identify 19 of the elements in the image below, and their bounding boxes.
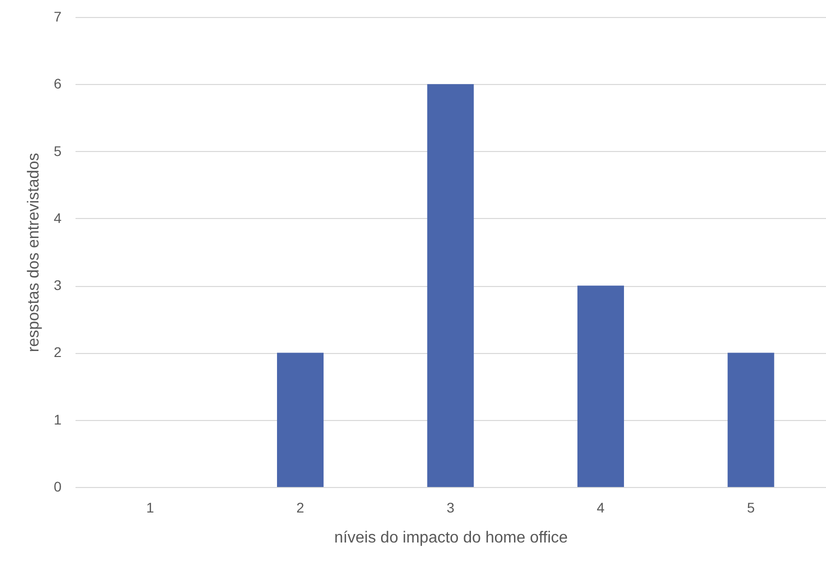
x-axis-title: níveis do impacto do home office [334, 530, 568, 546]
y-tick-label: 2 [54, 344, 62, 360]
bar [577, 286, 624, 487]
x-tick-label: 2 [296, 500, 304, 516]
y-tick-label: 6 [54, 76, 62, 92]
bar [728, 352, 774, 487]
y-tick-label: 5 [54, 142, 62, 159]
x-tick-label: 4 [596, 500, 605, 516]
y-tick-label: 3 [54, 277, 62, 294]
x-tick-label: 1 [146, 500, 154, 516]
x-tick-label: 5 [747, 500, 755, 516]
bar [427, 84, 474, 487]
y-tick-label: 7 [54, 8, 62, 24]
y-axis-title: respostas dos entrevistados [26, 152, 43, 352]
y-tick-label: 4 [54, 210, 62, 226]
x-tick-label: 3 [446, 500, 455, 516]
bar [277, 352, 324, 487]
y-tick-label: 1 [54, 411, 62, 428]
y-tick-label: 0 [54, 478, 62, 494]
